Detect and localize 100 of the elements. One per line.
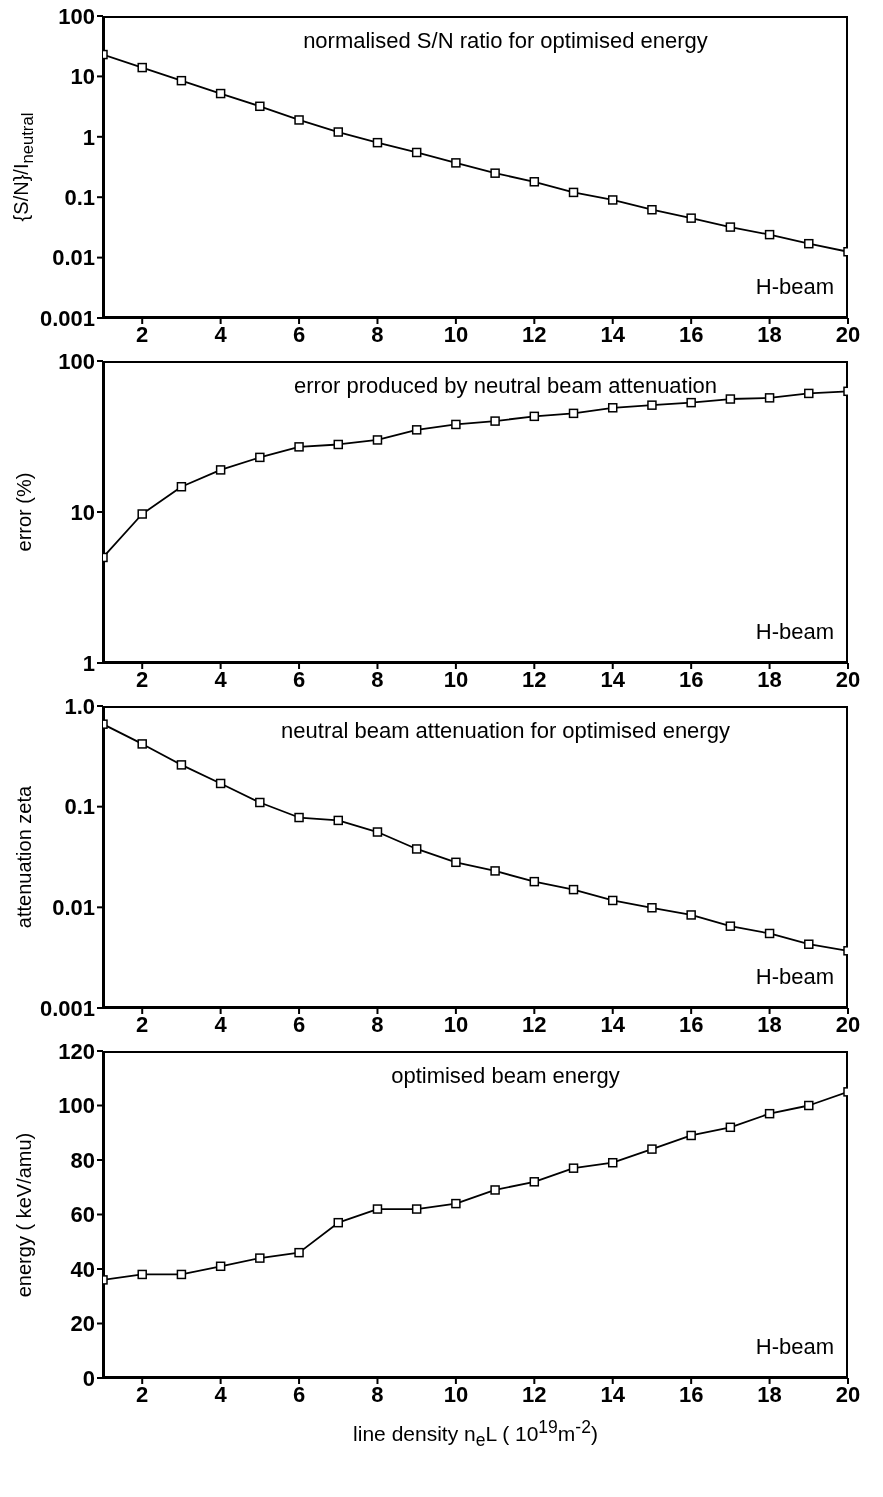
x-tick-label: 10 — [443, 666, 469, 692]
point — [607, 403, 618, 413]
point — [333, 439, 344, 450]
x-tick-label: 8 — [371, 1011, 384, 1037]
point — [411, 1204, 422, 1214]
point — [529, 177, 540, 187]
x-tick-label: 20 — [835, 666, 861, 692]
x-tick-label: 4 — [214, 666, 228, 692]
point — [255, 101, 265, 112]
y-tick-label: 0.01 — [52, 895, 95, 921]
point — [490, 1185, 500, 1195]
y-axis-title: error (%) — [12, 472, 36, 552]
x-tick-label: 4 — [214, 1381, 228, 1407]
text: neutral beam attenuation for optimised energy — [280, 718, 731, 744]
y-tick-label: 60 — [70, 1202, 95, 1228]
point — [568, 187, 579, 198]
annotation: H-beam — [755, 1334, 834, 1360]
x-tick-label: 18 — [757, 1011, 782, 1037]
point — [137, 739, 147, 749]
point — [647, 400, 657, 410]
point — [686, 1130, 696, 1141]
y-tick-label: 0.001 — [39, 305, 95, 331]
y-tick-label: 80 — [70, 1147, 95, 1173]
x-tick-label: 4 — [214, 1011, 228, 1037]
x-tick-label: 10 — [443, 1011, 469, 1037]
x-tick-label: 2 — [136, 1011, 149, 1037]
point — [725, 1122, 736, 1133]
y-tick-label: 100 — [58, 1093, 95, 1119]
y-tick-label: 1 — [82, 650, 95, 676]
point — [333, 127, 344, 137]
y-tick-label: 1 — [82, 124, 95, 150]
point — [411, 425, 422, 435]
x-tick-label: 14 — [600, 1381, 626, 1407]
x-tick-label: 16 — [678, 1011, 704, 1037]
point — [294, 812, 304, 823]
point — [255, 452, 265, 463]
point — [372, 137, 383, 148]
point — [725, 222, 736, 232]
y-tick-label: 10 — [70, 499, 95, 525]
point — [176, 1269, 187, 1280]
x-tick-label: 10 — [443, 321, 469, 347]
point — [686, 213, 696, 223]
point — [333, 1217, 344, 1228]
point — [372, 1204, 383, 1214]
point — [764, 229, 775, 240]
point — [647, 1144, 657, 1154]
point — [176, 75, 187, 86]
x-tick-label: 12 — [522, 1381, 547, 1407]
x-tick-label: 20 — [835, 1011, 861, 1037]
annotation: H-beam — [755, 964, 834, 990]
x-tick-label: 20 — [835, 1381, 861, 1407]
x-tick-label: 12 — [522, 1011, 547, 1037]
x-tick-label: 10 — [443, 1381, 469, 1407]
point — [764, 928, 775, 939]
x-tick-label: 20 — [835, 321, 861, 347]
y-tick-label: 100 — [58, 348, 95, 374]
point — [451, 857, 461, 868]
text: optimised beam energy — [390, 1063, 621, 1089]
point — [490, 416, 500, 426]
point — [333, 815, 344, 826]
y-axis-title: attenuation zeta — [12, 785, 36, 929]
x-tick-label: 12 — [522, 321, 547, 347]
point — [215, 465, 226, 475]
x-axis-title: line density n$_{e}$L ( 10$^{19}$m$^{-2}$) — [352, 1417, 599, 1452]
point — [725, 921, 736, 931]
y-tick-label: 40 — [70, 1256, 95, 1282]
y-tick-label: 0.1 — [64, 794, 95, 820]
point — [137, 62, 147, 73]
x-tick-label: 14 — [600, 1011, 626, 1037]
point — [255, 1253, 265, 1263]
point — [255, 797, 265, 808]
point — [529, 876, 540, 887]
point — [294, 442, 304, 452]
point — [568, 1163, 579, 1173]
point — [215, 1261, 226, 1272]
point — [490, 866, 500, 876]
point — [686, 910, 696, 920]
x-tick-label: 8 — [371, 666, 384, 692]
point — [490, 168, 500, 178]
y-tick-label: 1.0 — [64, 693, 95, 719]
x-tick-label: 2 — [136, 666, 149, 692]
x-tick-label: 6 — [292, 666, 306, 692]
annotation: H-beam — [755, 274, 834, 300]
point — [725, 394, 736, 404]
x-tick-label: 8 — [371, 321, 384, 347]
x-tick-label: 6 — [292, 1381, 306, 1407]
point — [568, 408, 579, 419]
point — [568, 884, 579, 895]
point — [529, 1177, 540, 1187]
x-tick-label: 18 — [757, 321, 782, 347]
x-tick-label: 16 — [678, 1381, 704, 1407]
point — [372, 435, 383, 445]
point — [686, 397, 696, 408]
point — [647, 204, 657, 215]
point — [764, 393, 775, 403]
point — [215, 778, 226, 789]
point — [176, 760, 187, 770]
x-tick-label: 14 — [600, 321, 626, 347]
text: normalised S/N ratio for optimised energy — [302, 28, 709, 54]
point — [529, 411, 540, 422]
